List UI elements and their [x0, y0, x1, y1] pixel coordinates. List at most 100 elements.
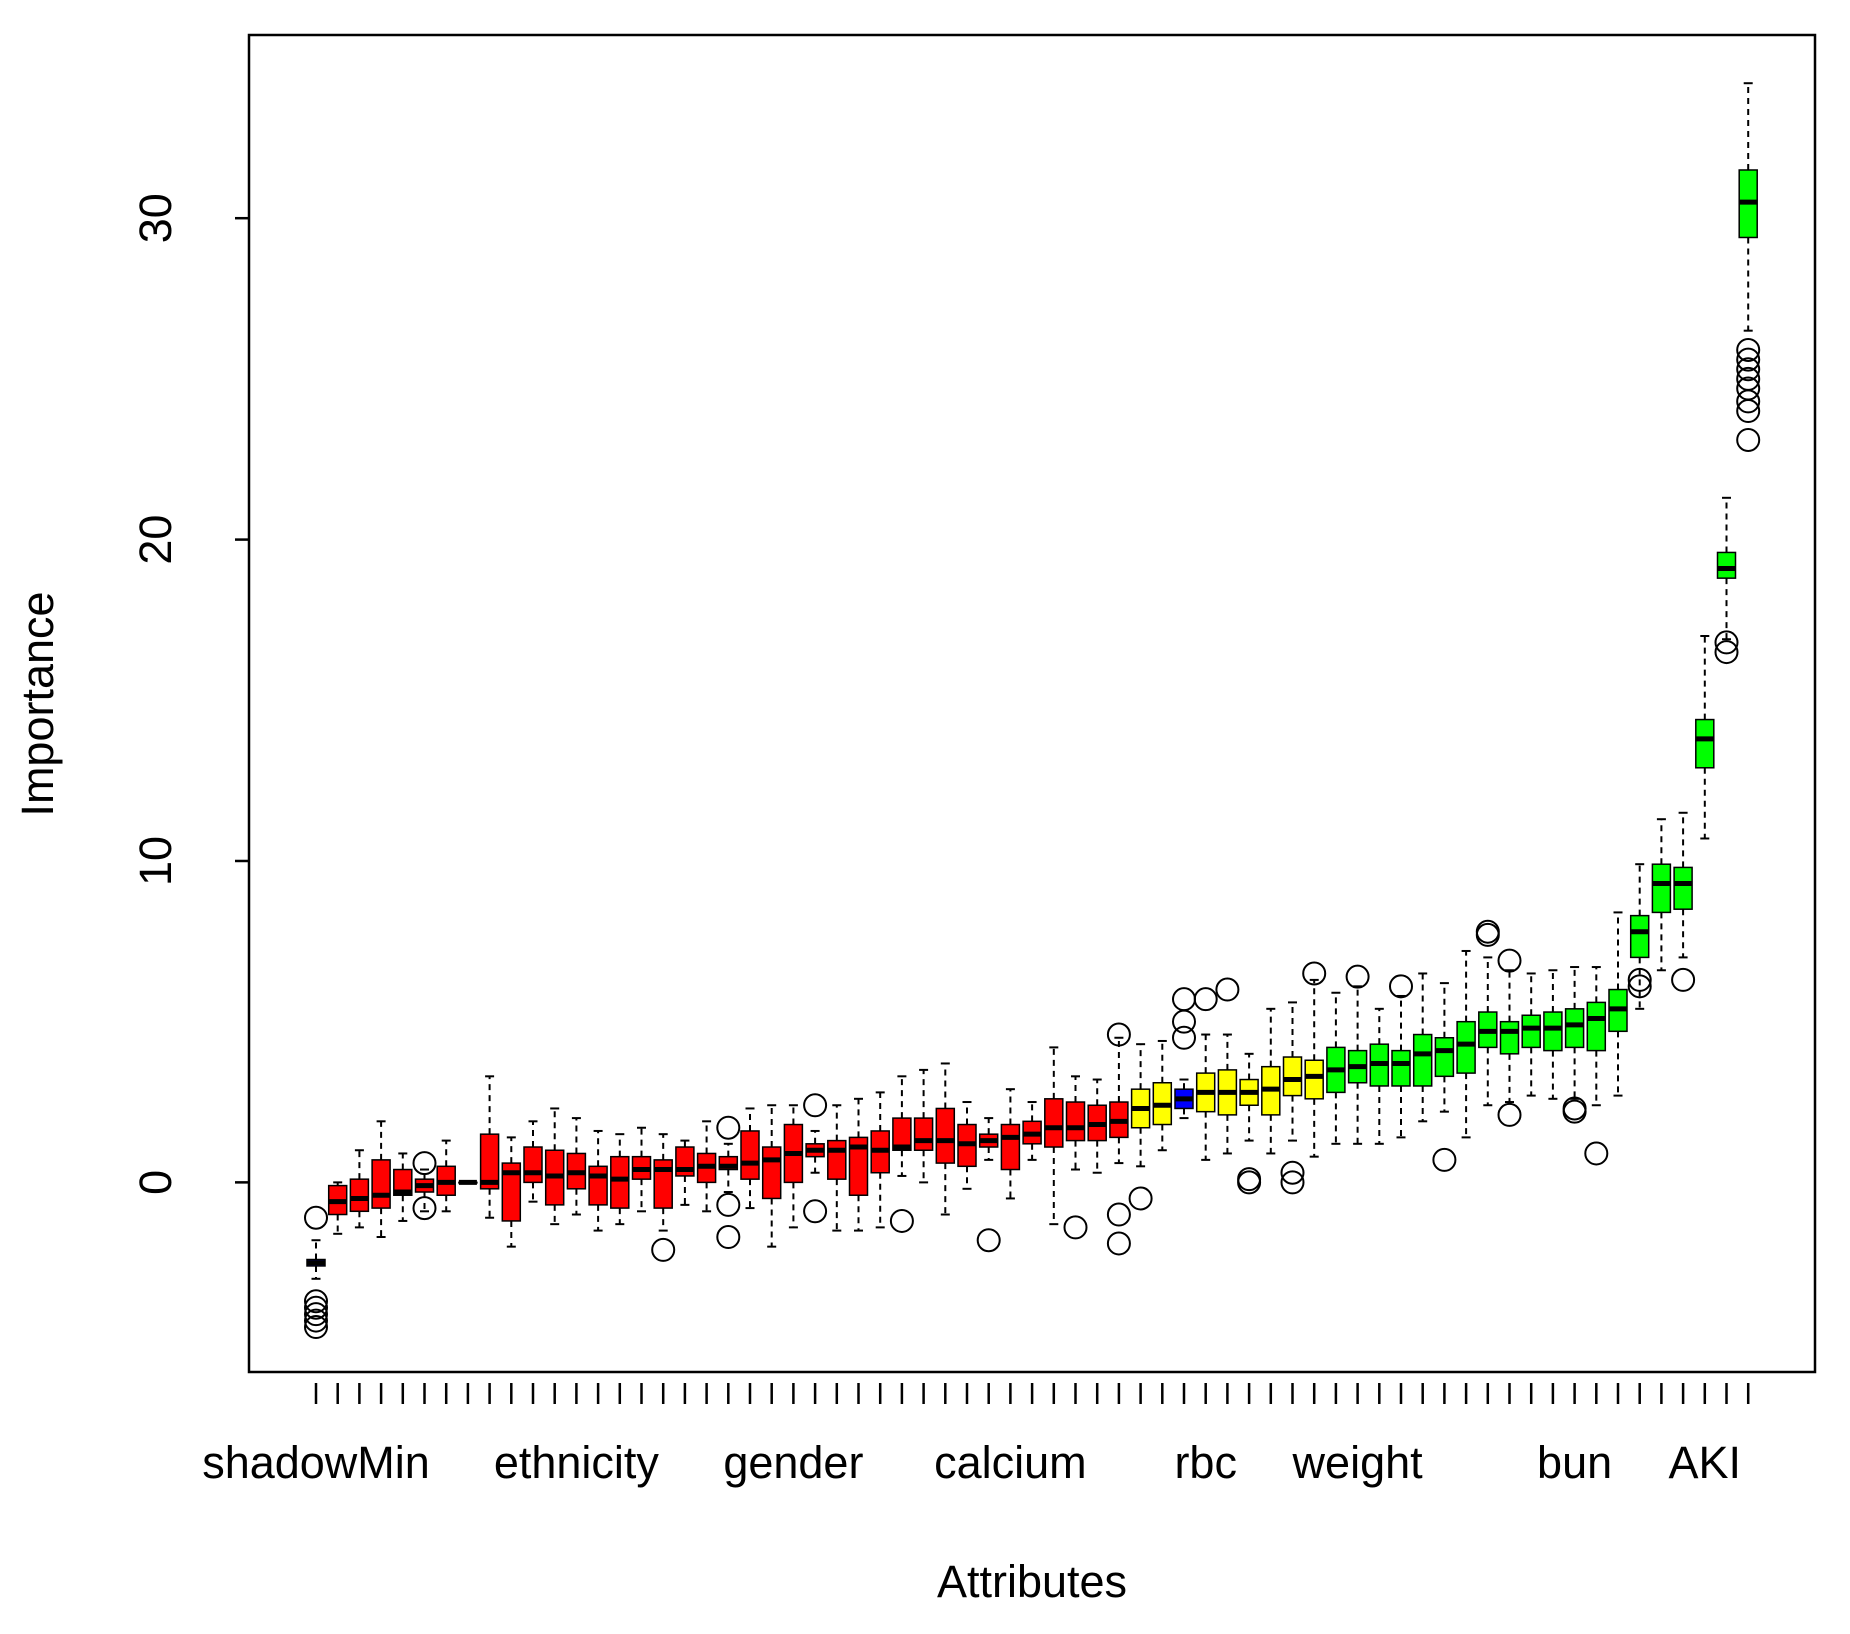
- box: [1304, 1059, 1324, 1100]
- box: [1391, 1049, 1411, 1087]
- outlier: [1714, 630, 1739, 655]
- box: [1564, 1008, 1585, 1049]
- outlier: [1627, 967, 1652, 992]
- outlier: [304, 1308, 328, 1333]
- outlier: [1345, 964, 1370, 989]
- outlier: [1193, 987, 1218, 1012]
- outlier: [1063, 1215, 1088, 1240]
- outlier: [1106, 1202, 1131, 1227]
- outlier: [1584, 1141, 1609, 1166]
- x-axis-label: Attributes: [937, 1556, 1127, 1607]
- box: [479, 1133, 500, 1190]
- y-tick-label: 10: [130, 836, 181, 886]
- outlier: [1128, 1186, 1153, 1211]
- box: [1044, 1098, 1064, 1148]
- outlier: [304, 1302, 328, 1327]
- box: [349, 1178, 370, 1213]
- outlier: [1172, 987, 1196, 1012]
- outlier: [1497, 948, 1522, 973]
- outlier: [1280, 1170, 1305, 1195]
- outlier: [1172, 1025, 1196, 1050]
- box: [1000, 1123, 1021, 1171]
- x-tick-label: gender: [723, 1437, 863, 1488]
- box: [1586, 1001, 1607, 1052]
- box: [371, 1159, 391, 1209]
- outlier: [716, 1225, 741, 1250]
- outlier: [1432, 1147, 1457, 1172]
- outlier: [1736, 376, 1761, 401]
- box: [1412, 1033, 1433, 1087]
- outlier: [1302, 961, 1327, 986]
- outlier: [1714, 640, 1739, 665]
- box: [1521, 1014, 1541, 1049]
- outlier: [1627, 974, 1652, 999]
- box: [1651, 863, 1672, 914]
- outlier: [1389, 974, 1413, 999]
- outlier: [1736, 357, 1761, 382]
- outlier: [1106, 1022, 1131, 1047]
- y-tick-label: 0: [130, 1170, 181, 1195]
- outlier: [1237, 1170, 1262, 1195]
- outlier: [716, 1115, 741, 1140]
- outlier: [889, 1208, 914, 1233]
- outlier: [1736, 347, 1761, 372]
- x-tick-label: AKI: [1669, 1437, 1742, 1488]
- outlier: [1736, 427, 1761, 452]
- outlier: [412, 1151, 437, 1176]
- box: [740, 1130, 760, 1180]
- box: [1456, 1020, 1476, 1074]
- plot-frame: [247, 33, 1817, 1374]
- box: [610, 1155, 630, 1209]
- y-tick-label: 20: [130, 515, 181, 565]
- box: [501, 1162, 522, 1222]
- box: [848, 1136, 869, 1196]
- x-tick-label: calcium: [934, 1437, 1087, 1488]
- outlier: [304, 1289, 328, 1314]
- box: [523, 1146, 543, 1184]
- outlier: [304, 1295, 328, 1320]
- outlier: [1736, 399, 1761, 424]
- box: [1434, 1037, 1455, 1078]
- y-tick-label: 30: [130, 193, 181, 243]
- outlier: [1671, 967, 1696, 992]
- outlier: [1475, 919, 1500, 944]
- outlier: [976, 1228, 1001, 1253]
- outlier: [1497, 1102, 1522, 1127]
- outlier: [651, 1237, 676, 1262]
- box: [1673, 866, 1693, 910]
- box: [935, 1107, 956, 1164]
- box: [827, 1139, 847, 1180]
- outlier: [1736, 389, 1761, 414]
- x-tick-label: rbc: [1174, 1437, 1237, 1488]
- box: [1499, 1020, 1520, 1055]
- box: [1543, 1011, 1563, 1052]
- outlier: [1106, 1231, 1131, 1256]
- box: [913, 1117, 934, 1151]
- outlier: [1562, 1096, 1587, 1121]
- outlier: [304, 1315, 328, 1340]
- outlier: [1280, 1160, 1305, 1185]
- box: [1716, 551, 1737, 579]
- outlier: [1215, 977, 1240, 1002]
- outlier: [1172, 1009, 1196, 1034]
- y-axis-label: Importance: [12, 591, 63, 816]
- box: [761, 1146, 782, 1200]
- box: [892, 1117, 912, 1151]
- outlier: [1736, 366, 1761, 391]
- box: [1282, 1056, 1303, 1097]
- outlier: [412, 1196, 437, 1221]
- outlier: [1736, 337, 1761, 362]
- box: [1065, 1101, 1086, 1142]
- x-tick-label: weight: [1292, 1437, 1424, 1488]
- box: [588, 1165, 608, 1206]
- x-tick-label: shadowMin: [202, 1437, 430, 1488]
- x-tick-label: bun: [1537, 1437, 1612, 1488]
- outlier: [716, 1192, 741, 1217]
- outlier: [803, 1199, 828, 1224]
- box: [1629, 914, 1650, 959]
- outlier: [803, 1093, 828, 1118]
- box: [1695, 718, 1715, 769]
- box: [393, 1168, 413, 1196]
- x-tick-label: ethnicity: [494, 1437, 660, 1488]
